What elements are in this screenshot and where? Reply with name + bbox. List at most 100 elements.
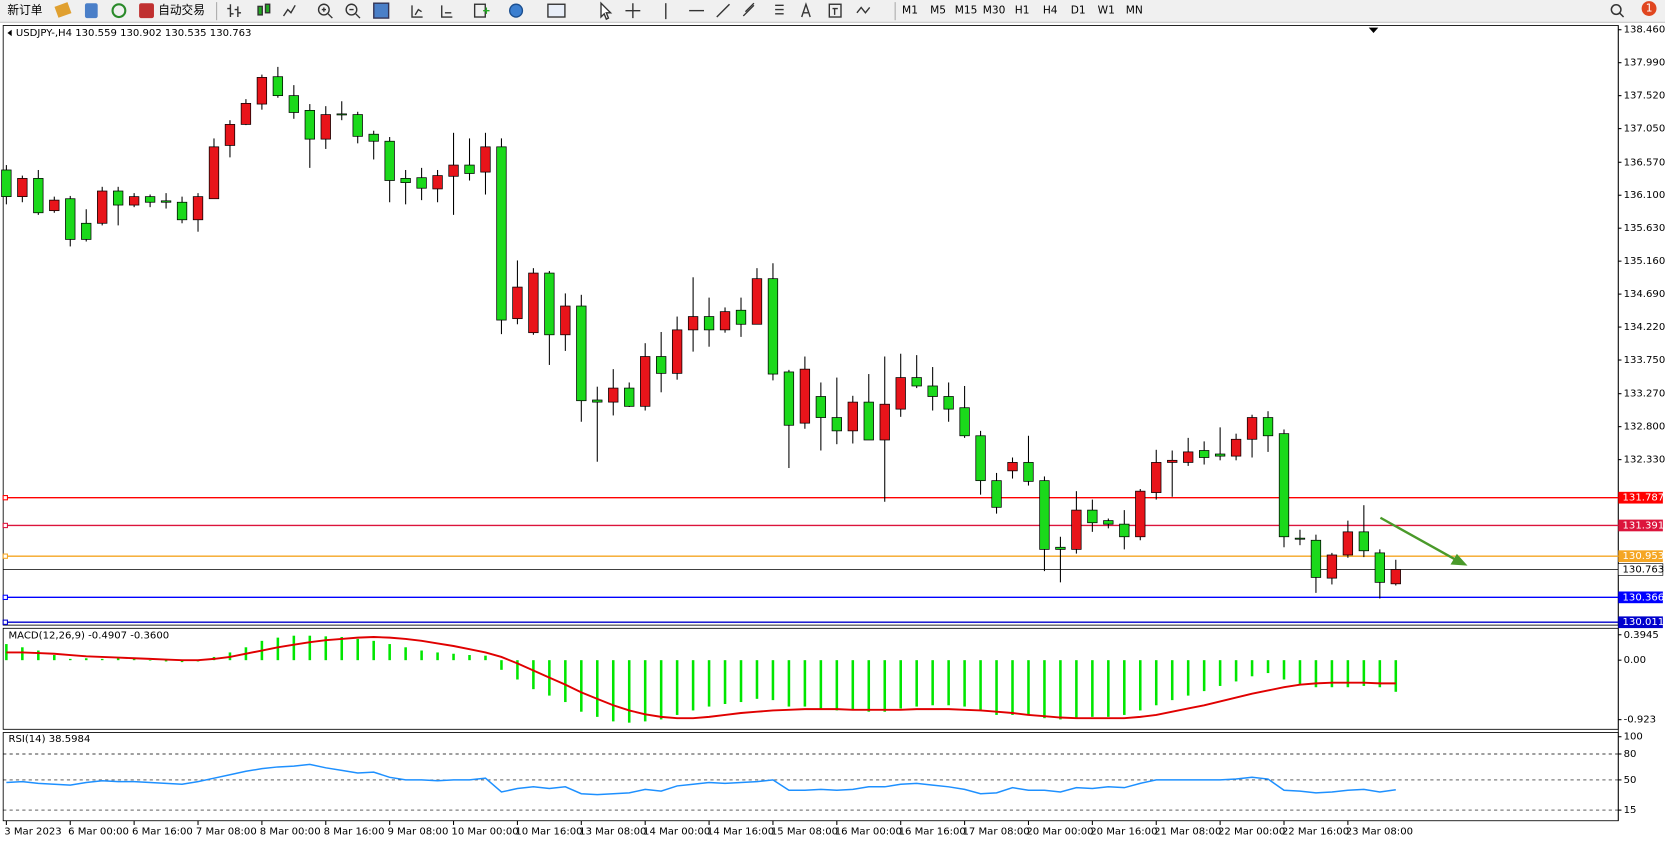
x-tick-label: 16 Mar 00:00 <box>835 826 902 837</box>
candle-body <box>160 200 172 203</box>
macd-bar <box>1027 660 1030 715</box>
rsi-line <box>6 763 1396 796</box>
macd-bar <box>723 660 727 704</box>
rsi-tick-label: 100 <box>1624 732 1643 743</box>
x-tick-label: 13 Mar 08:00 <box>579 826 646 837</box>
candle-body <box>496 146 507 321</box>
macd-bar <box>915 660 918 707</box>
notification-badge[interactable] <box>1641 1 1657 16</box>
macd-bar <box>1091 660 1094 717</box>
candle-body <box>703 316 715 331</box>
x-tick-label: 10 Mar 00:00 <box>451 826 518 837</box>
macd-bar <box>867 660 871 712</box>
macd-bar <box>452 653 455 661</box>
candle-body <box>288 95 299 113</box>
candle-body <box>959 407 970 437</box>
y-tick-label: 136.570 <box>1624 157 1665 168</box>
candle-body <box>512 286 523 320</box>
macd-bar <box>771 660 775 701</box>
x-tick-label: 15 Mar 08:00 <box>771 826 838 837</box>
timeframe-button[interactable]: H4 <box>1043 4 1058 17</box>
y-tick-label: 133.270 <box>1624 389 1665 400</box>
candle-body <box>113 190 124 206</box>
candle-body <box>687 316 699 331</box>
macd-bar <box>883 660 887 712</box>
timeframe-bar: M1 M5 M15 M30 H1 H4 D1 W1 MN <box>902 4 1143 17</box>
icon[interactable] <box>84 3 98 19</box>
candle-body <box>1 169 12 198</box>
candle-body <box>368 133 379 142</box>
candle-body <box>81 222 92 240</box>
macd-tick-label: -0.923 <box>1624 715 1656 726</box>
toolbar-icons[interactable] <box>227 1 871 21</box>
candle-body <box>1390 569 1401 585</box>
icon[interactable] <box>111 3 127 19</box>
macd-bar <box>1362 660 1366 686</box>
icon[interactable] <box>54 2 72 18</box>
search-icon <box>1618 12 1625 18</box>
macd-bar <box>627 660 631 723</box>
macd-bar <box>1314 660 1318 688</box>
macd-bar <box>564 660 567 703</box>
candle-body <box>1055 546 1066 550</box>
macd-bar <box>1282 660 1286 680</box>
timeframe-button[interactable]: D1 <box>1071 4 1086 17</box>
macd-bar <box>68 658 72 661</box>
macd-bar <box>1250 660 1254 677</box>
x-tick-label: 17 Mar 08:00 <box>962 826 1029 837</box>
macd-bar <box>84 658 88 661</box>
rsi-tick-label: 80 <box>1624 749 1637 760</box>
candle-body <box>256 77 268 105</box>
macd-bar <box>1107 660 1110 717</box>
y-tick-label: 138.460 <box>1624 25 1665 36</box>
y-tick-label: 132.800 <box>1624 422 1665 433</box>
candle-body <box>1119 523 1130 538</box>
macd-bar <box>1170 660 1174 701</box>
candle-body <box>1167 459 1178 463</box>
candle-body <box>1230 438 1242 457</box>
timeframe-button[interactable]: M1 <box>902 4 918 17</box>
timeframe-button[interactable]: M15 <box>955 4 978 17</box>
candle-body <box>1342 531 1354 556</box>
macd-bar <box>164 660 168 662</box>
timeframe-button[interactable]: M5 <box>930 4 946 17</box>
timeframe-button[interactable]: MN <box>1126 4 1143 17</box>
macd-bar <box>37 650 40 661</box>
candle-body <box>336 113 347 116</box>
macd-bar <box>148 660 152 661</box>
macd-bar <box>995 660 998 715</box>
search-icon[interactable] <box>1610 4 1622 16</box>
rsi-tick-label: 50 <box>1624 775 1637 786</box>
y-tick-label: 137.520 <box>1624 91 1665 102</box>
new-order-button[interactable]: 新订单 <box>7 3 42 17</box>
candle-body <box>576 305 587 402</box>
x-tick-label: 20 Mar 16:00 <box>1090 826 1157 837</box>
rsi-tick-label: 15 <box>1624 805 1637 816</box>
macd-bar <box>53 655 56 661</box>
candle-body <box>624 387 635 407</box>
macd-bar <box>1266 660 1270 674</box>
candle-body <box>879 403 890 441</box>
candle-body <box>1374 552 1385 583</box>
candle-body <box>1183 451 1194 463</box>
macd-bar <box>132 658 136 661</box>
chart-header: USDJPY-,H4 130.559 130.902 130.535 130.7… <box>16 28 252 39</box>
y-tick-label: 135.160 <box>1624 256 1665 267</box>
macd-bar <box>356 638 359 661</box>
candle-body <box>799 368 811 424</box>
macd-bar <box>484 655 487 661</box>
candle-body <box>1214 453 1226 457</box>
timeframe-button[interactable]: M30 <box>983 4 1006 17</box>
x-tick-label: 20 Mar 00:00 <box>1026 826 1093 837</box>
auto-trading-button[interactable]: 自动交易 <box>158 3 205 17</box>
macd-bar <box>532 660 535 690</box>
y-tick-label: 134.690 <box>1624 289 1665 300</box>
timeframe-button[interactable]: W1 <box>1098 4 1115 17</box>
macd-bar <box>803 660 807 707</box>
macd-bar <box>180 660 184 663</box>
auto-trading-icon[interactable] <box>139 3 154 19</box>
macd-bar <box>1234 660 1238 682</box>
timeframe-button[interactable]: H1 <box>1015 4 1030 17</box>
macd-bar <box>1378 660 1382 688</box>
